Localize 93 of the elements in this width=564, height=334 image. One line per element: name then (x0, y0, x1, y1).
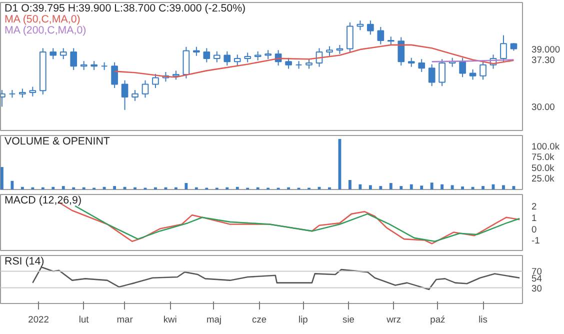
y-tick-label: 39.000 (532, 44, 560, 54)
candlestick (264, 50, 272, 60)
bar (482, 186, 484, 190)
candlestick (203, 48, 210, 63)
candlestick (132, 89, 138, 102)
bar (400, 186, 403, 190)
bar (440, 184, 444, 190)
candlestick (142, 80, 149, 98)
x-tick-label: kwi (163, 314, 177, 324)
candlestick (459, 57, 466, 78)
x-tick-label: maj (206, 314, 222, 324)
y-tick-label: 2 (532, 201, 537, 212)
x-tick-label: 2022 (28, 314, 49, 324)
candlestick (500, 34, 507, 63)
candlestick (438, 58, 446, 87)
bar (502, 185, 505, 190)
chart-title: VOLUME & OPENINT (4, 136, 110, 148)
bar (62, 186, 65, 190)
x-tick-label: sie (342, 314, 354, 324)
candlestick (480, 60, 486, 80)
bar (358, 184, 362, 190)
candlestick (356, 20, 364, 31)
bar (461, 186, 464, 190)
candlestick (398, 36, 405, 66)
bar (368, 185, 372, 190)
x-tick-label: lut (78, 314, 90, 324)
chart-title: D1 O:39.795 H:39.900 L:38.700 C:39.000 (-2.50%) (4, 2, 246, 14)
bar (430, 182, 434, 190)
candlestick (428, 64, 436, 87)
candlestick (182, 46, 190, 79)
candlestick (193, 46, 200, 56)
x-tick-label: lip (298, 314, 308, 324)
line-series (32, 266, 520, 290)
bar (379, 186, 382, 190)
bar (102, 186, 106, 190)
bar (184, 183, 188, 190)
candlestick (70, 48, 78, 71)
candlestick (213, 50, 220, 63)
y-tick-label: -1 (532, 236, 540, 246)
candlestick (295, 60, 302, 70)
y-tick-label: 0 (532, 224, 537, 234)
y-tick-label: 75.0k (532, 152, 555, 162)
y-tick-label: 54 (532, 273, 542, 284)
bar (450, 185, 454, 190)
candlestick (19, 88, 26, 98)
y-tick-label: 50.0k (532, 162, 555, 173)
candlestick (90, 60, 98, 71)
candlestick (254, 50, 262, 61)
candlestick (367, 20, 374, 36)
candlestick (60, 48, 67, 60)
bar (420, 186, 424, 190)
x-tick-label: wrz (386, 314, 402, 324)
candlestick (121, 80, 128, 110)
y-tick-label: 25.0k (532, 174, 555, 184)
bar (113, 186, 116, 190)
candlestick (469, 68, 476, 80)
candlestick (306, 58, 312, 70)
y-tick-label: 1 (532, 212, 537, 223)
line-series (74, 205, 520, 242)
text: MA (50,C,MA,0) (4, 14, 80, 26)
x-tick-label: lis (478, 314, 488, 324)
bar (236, 186, 239, 190)
candlestick (80, 60, 88, 71)
bar (52, 186, 55, 190)
bar (20, 186, 24, 190)
text: MA (200,C,MA,0) (4, 24, 86, 36)
candlestick (244, 52, 252, 63)
candlestick (111, 62, 118, 89)
bar (10, 180, 14, 190)
x-tick-label: cze (252, 314, 267, 324)
candlestick (152, 73, 159, 89)
bar (410, 184, 413, 190)
chart-title: RSI (14) (4, 256, 44, 268)
candlestick (326, 46, 333, 56)
bar (389, 183, 392, 190)
y-tick-label: 30.00 (532, 102, 555, 112)
candlestick (234, 54, 241, 66)
y-tick-label: 37.30 (532, 55, 555, 66)
chart-title: MACD (12,26,9) (4, 194, 82, 206)
candlestick (418, 58, 426, 72)
y-tick-label: 100.0k (532, 141, 560, 152)
x-tick-label: paź (430, 314, 446, 324)
candlestick (408, 57, 415, 68)
candlestick (224, 50, 231, 66)
candlestick (172, 70, 180, 80)
x-tick-label: mar (116, 314, 133, 324)
candlestick (346, 22, 354, 54)
bar (0, 167, 4, 190)
candlestick (29, 86, 36, 97)
bar (348, 180, 352, 190)
candlestick (377, 26, 384, 45)
candlestick (50, 48, 57, 60)
y-tick-label: 30 (532, 283, 542, 294)
